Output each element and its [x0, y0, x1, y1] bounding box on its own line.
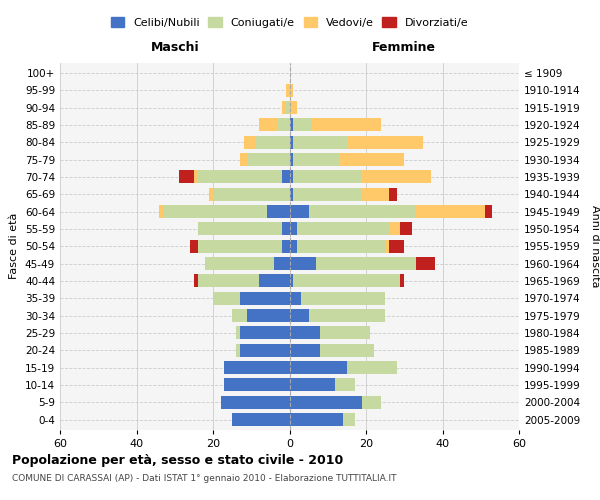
Bar	[290, 170, 293, 183]
Bar	[278, 118, 290, 132]
Bar	[301, 292, 385, 305]
Y-axis label: Anni di nascita: Anni di nascita	[590, 205, 600, 288]
Bar	[163, 205, 266, 218]
Bar	[416, 257, 435, 270]
Bar	[320, 326, 370, 340]
Bar	[240, 292, 290, 305]
Bar	[236, 326, 240, 340]
Bar	[290, 153, 293, 166]
Bar	[290, 413, 343, 426]
Bar	[297, 240, 385, 253]
Bar	[290, 136, 293, 148]
Bar	[389, 240, 404, 253]
Bar	[259, 274, 290, 287]
Bar	[343, 413, 355, 426]
Bar	[316, 257, 416, 270]
Bar	[240, 326, 290, 340]
Bar	[290, 396, 362, 409]
Bar	[160, 205, 163, 218]
Bar	[232, 413, 290, 426]
Bar	[297, 222, 389, 235]
Bar	[290, 361, 347, 374]
Bar	[198, 274, 259, 287]
Bar	[362, 396, 382, 409]
Bar	[293, 188, 362, 200]
Bar	[259, 118, 278, 132]
Bar	[293, 136, 347, 148]
Bar	[209, 188, 213, 200]
Bar	[205, 257, 274, 270]
Bar	[290, 101, 297, 114]
Bar	[286, 101, 290, 114]
Bar	[290, 205, 308, 218]
Bar	[290, 378, 335, 392]
Bar	[232, 309, 247, 322]
Bar	[240, 344, 290, 357]
Bar	[290, 292, 301, 305]
Bar	[335, 378, 355, 392]
Bar	[290, 326, 320, 340]
Bar	[290, 240, 297, 253]
Bar	[224, 361, 290, 374]
Bar	[347, 361, 397, 374]
Bar	[362, 188, 389, 200]
Bar	[255, 136, 290, 148]
Bar	[416, 205, 485, 218]
Bar	[385, 240, 389, 253]
Bar	[389, 222, 400, 235]
Bar	[247, 309, 290, 322]
Bar	[224, 378, 290, 392]
Bar	[308, 205, 416, 218]
Bar	[290, 118, 293, 132]
Bar	[194, 274, 198, 287]
Bar	[274, 257, 290, 270]
Bar	[198, 240, 282, 253]
Bar	[400, 222, 412, 235]
Bar	[282, 170, 290, 183]
Bar	[179, 170, 194, 183]
Bar	[266, 205, 290, 218]
Bar	[293, 274, 400, 287]
Bar	[190, 240, 198, 253]
Bar	[286, 84, 290, 96]
Y-axis label: Fasce di età: Fasce di età	[10, 213, 19, 280]
Text: Femmine: Femmine	[372, 41, 436, 54]
Bar	[247, 153, 290, 166]
Bar	[362, 170, 431, 183]
Bar	[240, 153, 247, 166]
Bar	[293, 118, 313, 132]
Bar	[290, 274, 293, 287]
Bar	[198, 222, 282, 235]
Bar	[293, 153, 339, 166]
Bar	[290, 84, 293, 96]
Bar	[244, 136, 255, 148]
Text: Maschi: Maschi	[151, 41, 199, 54]
Bar	[313, 118, 382, 132]
Bar	[236, 344, 240, 357]
Bar	[293, 170, 362, 183]
Bar	[320, 344, 374, 357]
Bar	[282, 101, 286, 114]
Bar	[221, 396, 290, 409]
Bar	[290, 188, 293, 200]
Bar	[194, 170, 198, 183]
Bar	[290, 222, 297, 235]
Bar	[347, 136, 424, 148]
Bar	[290, 257, 316, 270]
Bar	[282, 240, 290, 253]
Bar	[290, 309, 308, 322]
Bar	[290, 344, 320, 357]
Bar	[213, 188, 290, 200]
Text: COMUNE DI CARASSAI (AP) - Dati ISTAT 1° gennaio 2010 - Elaborazione TUTTITALIA.I: COMUNE DI CARASSAI (AP) - Dati ISTAT 1° …	[12, 474, 397, 483]
Text: Popolazione per età, sesso e stato civile - 2010: Popolazione per età, sesso e stato civil…	[12, 454, 343, 467]
Bar	[198, 170, 282, 183]
Bar	[308, 309, 385, 322]
Bar	[339, 153, 404, 166]
Bar	[282, 222, 290, 235]
Bar	[400, 274, 404, 287]
Bar	[213, 292, 240, 305]
Bar	[389, 188, 397, 200]
Legend: Celibi/Nubili, Coniugati/e, Vedovi/e, Divorziati/e: Celibi/Nubili, Coniugati/e, Vedovi/e, Di…	[106, 13, 473, 32]
Bar	[485, 205, 492, 218]
